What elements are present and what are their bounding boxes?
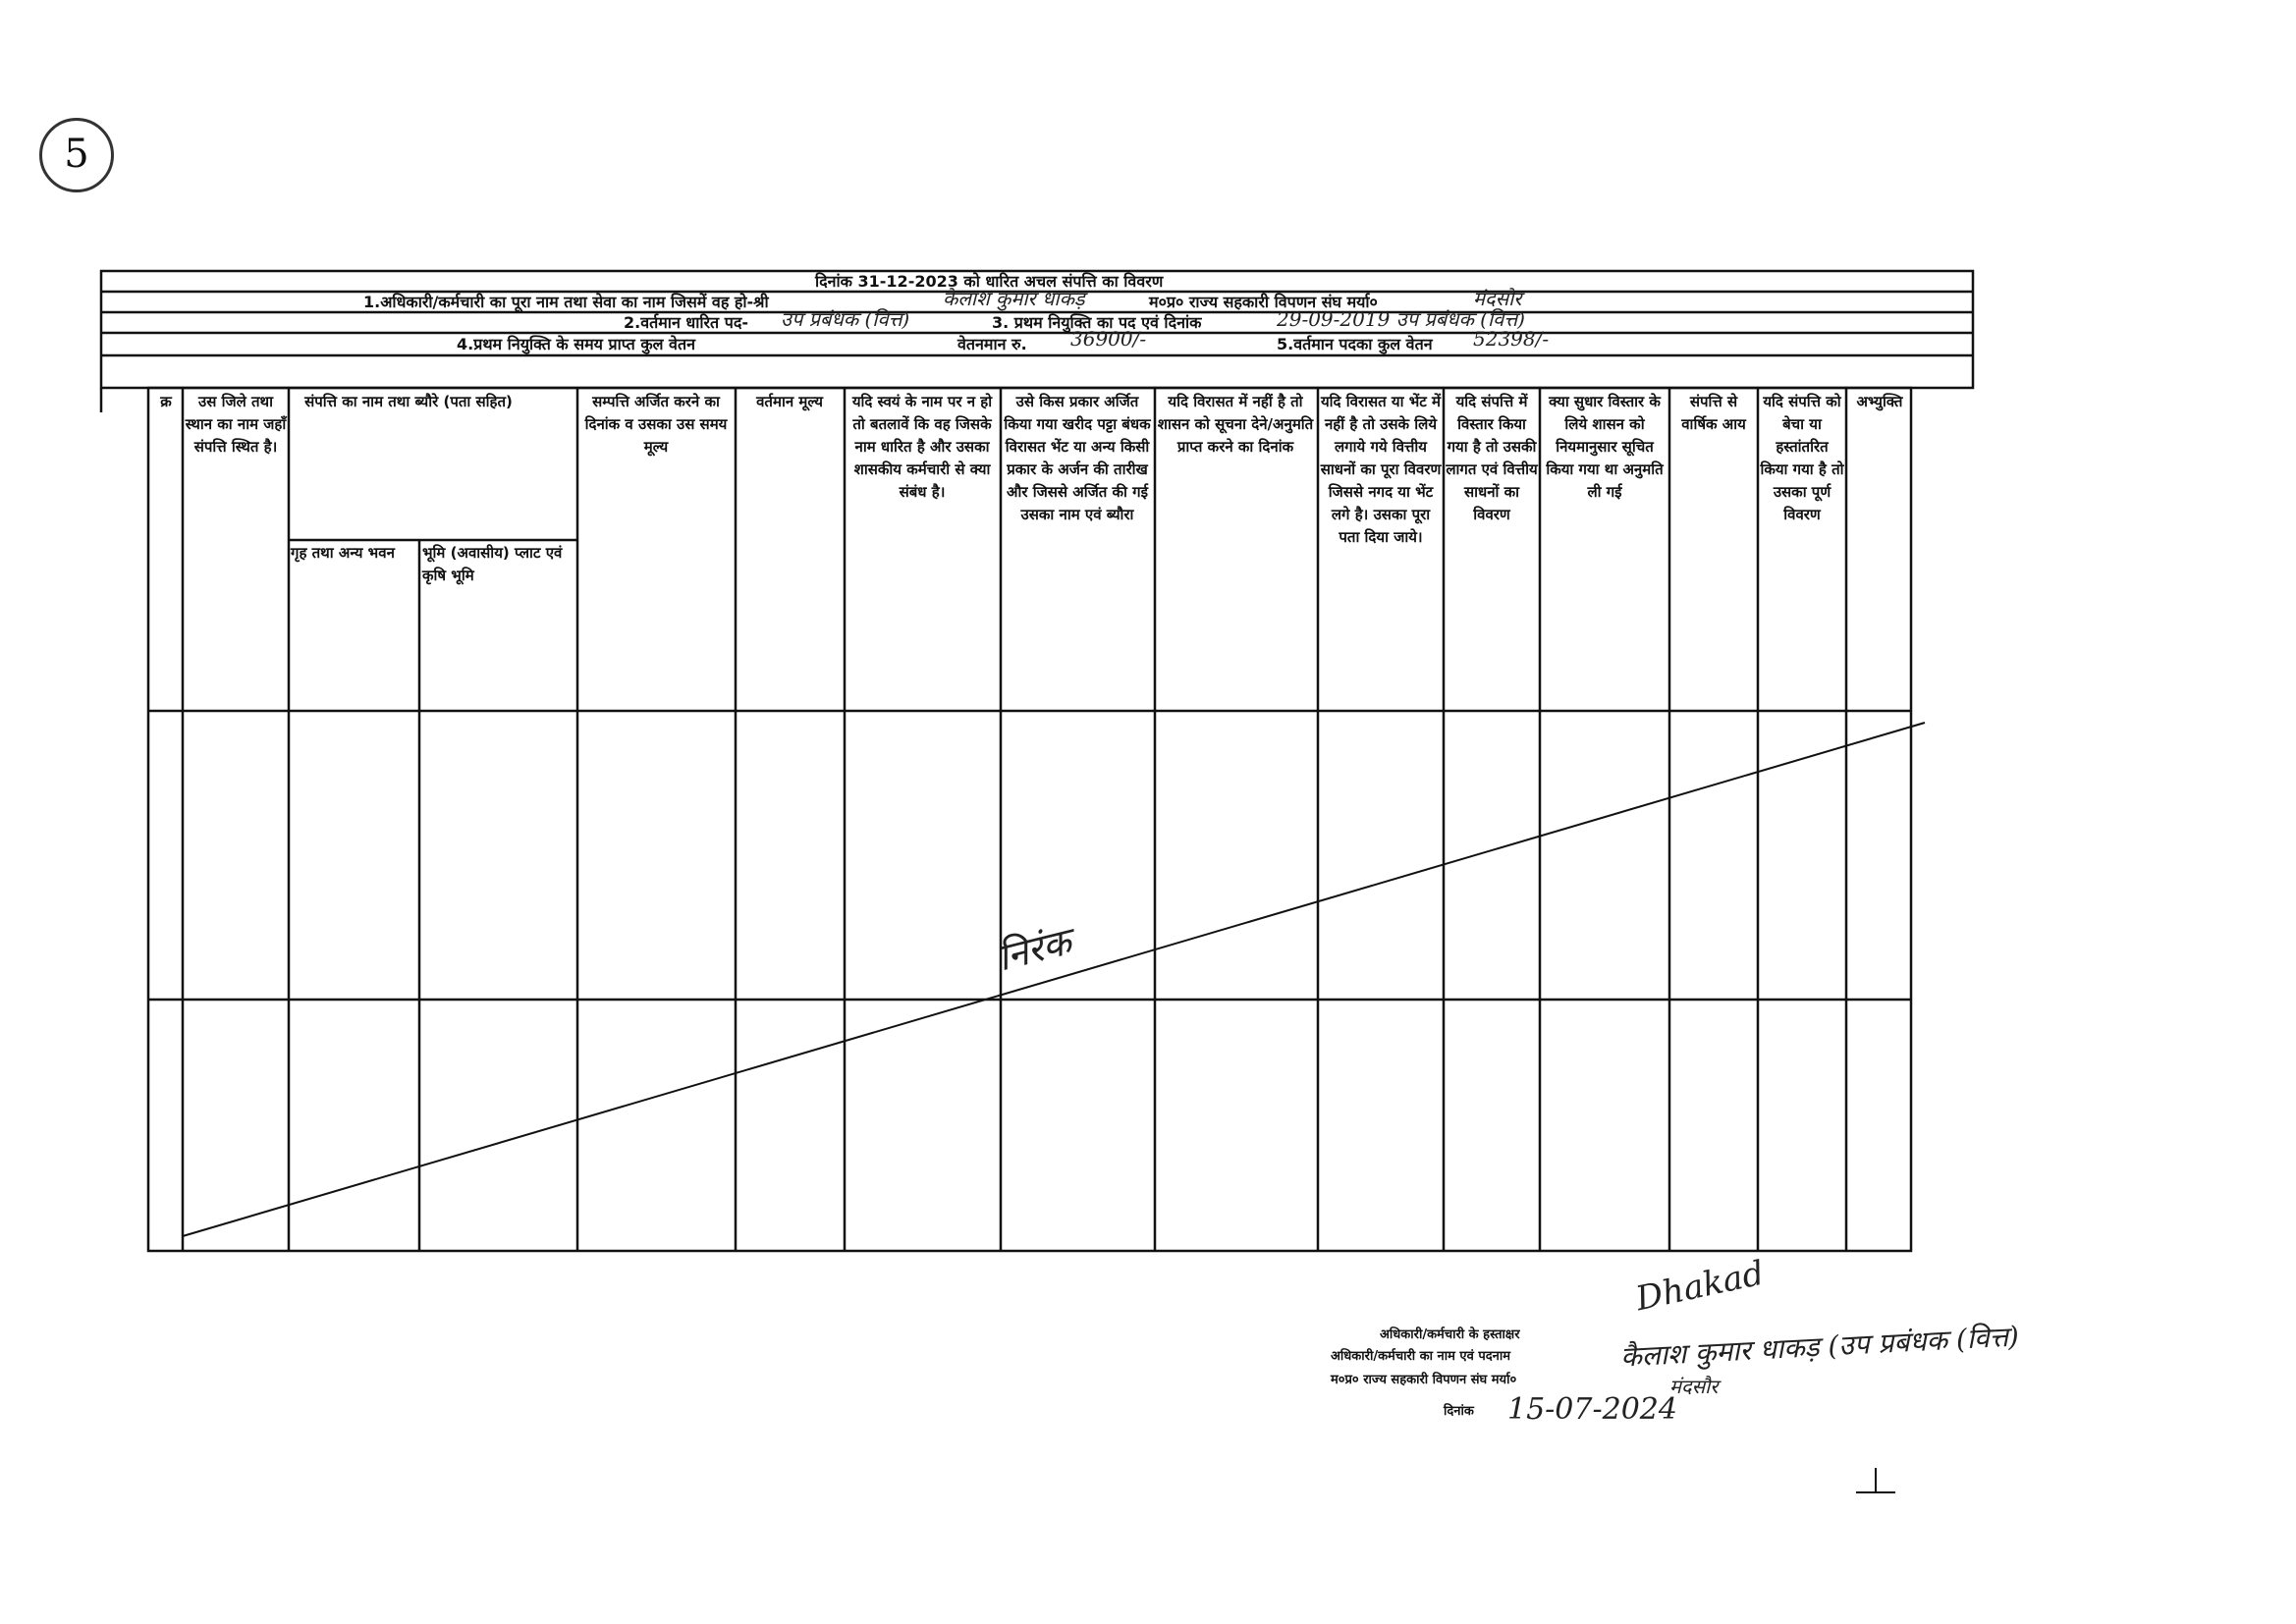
current-post-label: 2.वर्तमान धारित पद- xyxy=(624,313,748,332)
first-salary-label: 4.प्रथम नियुक्ति के समय प्राप्त कुल वेतन xyxy=(457,335,695,353)
col-header-holder: यदि स्वयं के नाम पर न हो तो बतलावें कि व… xyxy=(851,393,993,501)
col-header-serial: क्र xyxy=(160,393,172,410)
column-lines xyxy=(181,388,1848,1251)
table-outer xyxy=(146,386,1913,1253)
form-title: दिनांक 31-12-2023 को धारित अचल संपत्ति क… xyxy=(815,272,1164,291)
col-header-property: संपत्ति का नाम तथा ब्यौरे (पता सहित) xyxy=(304,393,513,410)
col-header-sold: यदि संपत्ति को बेचा या हस्तांतरित किया ग… xyxy=(1760,393,1844,523)
first-appointment-label: 3. प्रथम नियुक्ति का पद एवं दिनांक xyxy=(992,313,1202,332)
col-header-district: उस जिले तथा स्थान का नाम जहाँ संपत्ति स्… xyxy=(185,393,287,456)
nil-strike-line xyxy=(182,722,1926,1237)
col-header-intimation: यदि विरासत में नहीं है तो शासन को सूचना … xyxy=(1157,393,1314,456)
name-value: कैलाश कुमार धाकड़ xyxy=(943,287,1085,310)
name-label: 1.अधिकारी/कर्मचारी का पूरा नाम तथा सेवा … xyxy=(363,293,769,311)
first-appointment-value: 29-09-2019 उप प्रबंधक (वित्त) xyxy=(1277,307,1525,331)
col-header-improvement: क्या सुधार विस्तार के लिये शासन को नियमा… xyxy=(1546,393,1664,501)
col-header-acquisition: उसे किस प्रकार अर्जित किया गया खरीद पट्ट… xyxy=(1004,393,1151,523)
col-header-acquired-date: सम्पत्ति अर्जित करने का दिनांक व उसका उस… xyxy=(584,393,728,456)
page-number-mark: 5 xyxy=(39,118,114,192)
pay-scale-value: 36900/- xyxy=(1070,327,1147,351)
col-header-annual-income: संपत्ति से वार्षिक आय xyxy=(1681,393,1746,433)
org-signature-label: म०प्र० राज्य सहकारी विपणन संघ मर्या० xyxy=(1331,1373,1517,1387)
place-value: मंदसौर xyxy=(1473,287,1522,310)
col-header-current-value: वर्तमान मूल्य xyxy=(756,393,823,410)
col-header-extension: यदि संपत्ति में विस्तार किया गया है तो उ… xyxy=(1446,393,1538,523)
date-value: 15-07-2024 xyxy=(1507,1392,1677,1427)
col-header-finance: यदि विरासत या भेंट में नहीं है तो उसके ल… xyxy=(1320,393,1442,546)
org-signature-value: मंदसौर xyxy=(1669,1375,1719,1398)
current-post-value: उप प्रबंधक (वित्त) xyxy=(781,307,910,331)
pay-scale-label: वेतनमान रु. xyxy=(957,335,1027,353)
sub-col-house: गृह तथा अन्य भवन xyxy=(291,544,395,562)
org-label: म०प्र० राज्य सहकारी विपणन संघ मर्या० xyxy=(1149,293,1378,311)
current-salary-value: 52398/- xyxy=(1473,327,1550,351)
date-label: दिनांक xyxy=(1444,1404,1474,1419)
current-salary-label: 5.वर्तमान पदका कुल वेतन xyxy=(1277,335,1433,353)
sub-col-land: भूमि (अवासीय) प्लाट एवं कृषि भूमि xyxy=(422,544,563,584)
name-designation-label: अधिकारी/कर्मचारी का नाम एवं पदनाम xyxy=(1331,1349,1511,1364)
col-header-remarks: अभ्युक्ति xyxy=(1856,393,1903,410)
signature-label: अधिकारी/कर्मचारी के हस्ताक्षर xyxy=(1380,1327,1520,1342)
